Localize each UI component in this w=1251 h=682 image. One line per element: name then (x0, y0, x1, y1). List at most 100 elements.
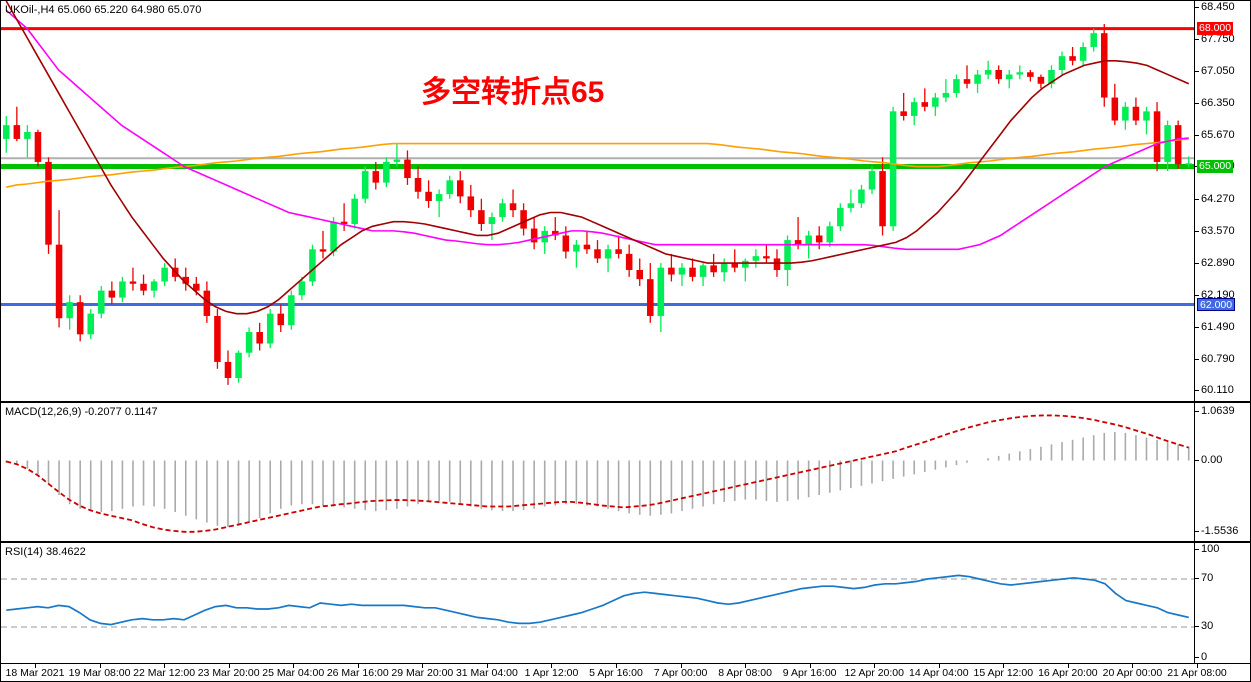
time-axis-tick (228, 664, 230, 668)
candle-body (456, 180, 464, 197)
time-axis-tick (680, 664, 682, 668)
ma-darkred-line (5, 1, 1190, 315)
candle-body (372, 171, 380, 183)
candle-body (710, 265, 717, 273)
candle-body (720, 263, 728, 273)
candle-body (193, 283, 200, 291)
candle-body (910, 102, 918, 116)
candle-body (129, 281, 137, 284)
candle-body (24, 132, 31, 139)
time-axis[interactable]: 18 Mar 2021 19 Mar 08:00 22 Mar 12:00 23 Ma… (0, 664, 1251, 682)
axis-tick-label: 62.890 (1201, 256, 1235, 269)
candle-body (805, 235, 812, 245)
candle-body (1058, 56, 1066, 70)
candle-body (45, 161, 52, 245)
time-axis-label: 25 Mar 04:00 (262, 667, 325, 679)
axis-tick-label: 65.670 (1201, 128, 1235, 141)
time-axis-label: 22 Mar 12:00 (133, 667, 196, 679)
price-axis[interactable]: 68.450 67.750 67.050 66.350 65.670 65.000 64.2… (1194, 1, 1250, 401)
candle-body (1016, 72, 1024, 75)
candle-body (773, 258, 781, 270)
axis-tick-label: 61.490 (1201, 320, 1235, 333)
candle-body (1090, 33, 1097, 47)
candle-body (298, 281, 306, 296)
time-axis-tick (1067, 664, 1069, 668)
time-axis-tick (164, 664, 166, 668)
candle-body (953, 79, 960, 93)
candle-body (435, 194, 443, 201)
candle-body (678, 267, 686, 275)
candle-body (351, 198, 358, 224)
time-axis-tick (486, 664, 488, 668)
candle-body (520, 210, 527, 229)
candle-body (984, 69, 992, 75)
macd-axis[interactable]: 1.0639 0.00 -1.5536 (1194, 403, 1250, 541)
rsi-label: RSI(14) 38.4622 (5, 546, 86, 558)
axis-tick-label: 60.790 (1201, 353, 1235, 366)
candle-body (1069, 56, 1076, 61)
candle-body (889, 111, 897, 227)
axis-tick-label: 67.750 (1201, 33, 1235, 46)
price-plot-area[interactable] (1, 1, 1194, 401)
axis-tick-label: -1.5536 (1201, 524, 1239, 537)
candle-body (604, 249, 612, 259)
candle-body (98, 290, 105, 314)
time-axis-label: 31 Mar 04:00 (455, 667, 518, 679)
axis-tick-label: 70 (1201, 572, 1214, 584)
candle-body (900, 111, 907, 116)
candle-body (119, 281, 126, 298)
candle-body (1005, 74, 1013, 80)
time-axis-tick (1197, 664, 1198, 668)
candle-body (573, 244, 580, 252)
candle-body (87, 313, 95, 335)
axis-tick-label: 0.00 (1201, 453, 1223, 466)
candle-body (1164, 125, 1171, 162)
axis-tick-label: 100 (1201, 543, 1220, 555)
candle-body (763, 256, 770, 259)
candle-body (55, 244, 63, 319)
rsi-axis[interactable]: 100 70 30 0 (1194, 543, 1250, 663)
rsi-plot-area[interactable] (1, 543, 1194, 663)
support-price-badge[interactable]: 62.000 (1197, 297, 1236, 311)
candle-body (668, 267, 675, 275)
candle-body (657, 267, 665, 316)
candle-body (963, 79, 971, 84)
candle-body (1111, 97, 1119, 121)
axis-tick-label: 66.350 (1201, 97, 1235, 110)
candle-body (1100, 33, 1108, 98)
candle-body (1048, 69, 1055, 84)
candle-body (393, 159, 401, 162)
candle-body (1037, 76, 1045, 84)
axis-tick-label: 64.270 (1201, 193, 1235, 206)
time-axis-label: 15 Apr 12:00 (973, 667, 1034, 679)
time-axis-tick (99, 664, 101, 668)
candle-body (277, 313, 285, 326)
candle-body (414, 178, 422, 192)
resistance-price-badge[interactable]: 68.000 (1197, 22, 1234, 36)
time-axis-label: 7 Apr 00:00 (653, 667, 708, 679)
time-axis-label: 29 Mar 20:00 (391, 667, 454, 679)
current-price-badge[interactable]: 65.000 (1197, 160, 1234, 174)
candle-body (1174, 125, 1182, 165)
candle-body (583, 244, 591, 250)
candle-body (1153, 111, 1161, 162)
macd-plot-area[interactable] (1, 403, 1194, 541)
chart-annotation-text: 多空转折点65 (421, 76, 605, 109)
candle-body (742, 260, 749, 268)
axis-tick-label: 62.190 (1201, 288, 1235, 301)
time-axis-tick (938, 664, 940, 668)
macd-label: MACD(12,26,9) -0.2077 0.1147 (5, 406, 158, 418)
time-axis-label: 18 Mar 2021 (5, 667, 65, 679)
candle-body (34, 132, 42, 162)
candle-body (530, 228, 538, 243)
candle-body (66, 302, 73, 319)
time-axis-label: 12 Apr 20:00 (844, 667, 904, 679)
axis-tick-label: 63.570 (1201, 225, 1235, 238)
candle-body (594, 249, 601, 259)
candle-body (837, 207, 844, 227)
axis-tick-label: 1.0639 (1201, 404, 1235, 417)
candle-body (330, 221, 337, 252)
symbol-header: UKOil-,H4 65.060 65.220 64.980 65.070 (5, 4, 202, 16)
time-axis-label: 14 Apr 04:00 (908, 667, 969, 679)
